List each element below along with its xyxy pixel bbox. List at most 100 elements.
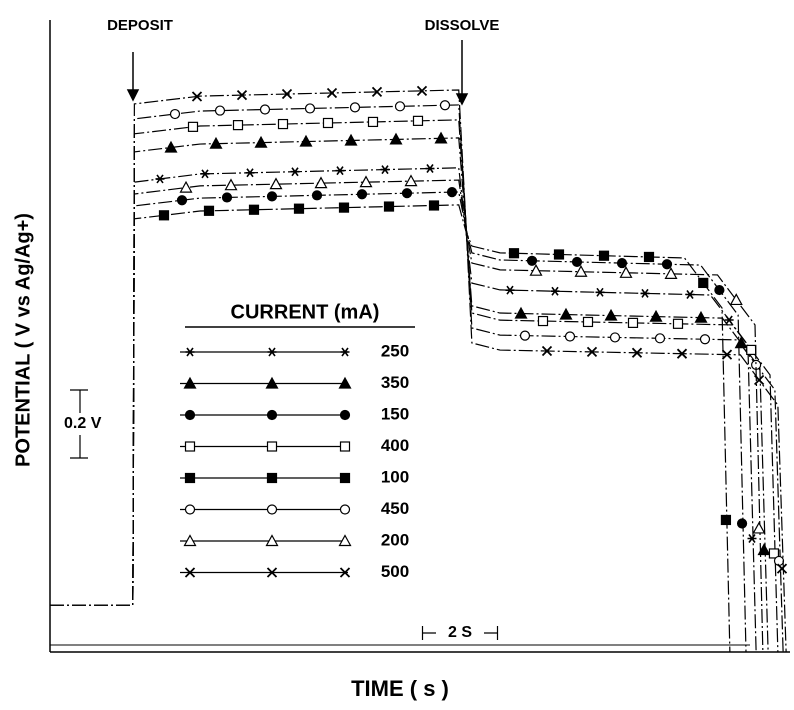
marker xyxy=(582,316,594,328)
marker xyxy=(439,100,451,111)
marker xyxy=(519,330,531,341)
marker xyxy=(232,120,244,131)
marker xyxy=(209,136,223,149)
marker xyxy=(304,103,316,114)
legend-label: 450 xyxy=(381,499,409,518)
marker xyxy=(281,88,293,100)
scale-bar-bg xyxy=(60,413,120,435)
marker xyxy=(553,249,565,260)
marker xyxy=(734,336,748,349)
marker xyxy=(299,134,313,147)
marker xyxy=(259,104,271,115)
marker xyxy=(649,309,663,322)
marker xyxy=(753,374,765,386)
marker xyxy=(699,334,711,345)
marker xyxy=(184,567,196,578)
marker xyxy=(736,518,748,529)
annotation: DEPOSIT xyxy=(107,17,173,34)
marker xyxy=(339,441,351,452)
series: 400 xyxy=(50,115,780,653)
marker xyxy=(184,504,196,515)
marker xyxy=(768,548,780,559)
marker xyxy=(322,117,334,129)
marker xyxy=(203,205,215,216)
marker xyxy=(290,167,300,177)
marker xyxy=(380,165,390,175)
marker xyxy=(685,290,695,299)
marker xyxy=(236,89,248,101)
marker xyxy=(340,347,350,357)
marker xyxy=(571,256,583,268)
x-axis-label: TIME ( s ) xyxy=(351,676,449,701)
series: 350 xyxy=(50,131,771,653)
marker xyxy=(265,534,279,547)
scale-bar-label: 0.2 V xyxy=(64,415,102,432)
marker xyxy=(314,176,328,189)
marker xyxy=(694,310,708,323)
marker xyxy=(184,441,196,452)
marker xyxy=(267,347,277,357)
marker xyxy=(627,317,639,328)
marker xyxy=(428,200,440,211)
marker xyxy=(185,347,195,357)
marker xyxy=(179,180,193,193)
marker xyxy=(371,86,383,98)
marker xyxy=(266,504,278,515)
marker xyxy=(359,175,373,188)
marker xyxy=(183,534,197,547)
y-axis-label: POTENTIAL ( V vs Ag/Ag+) xyxy=(12,213,34,467)
marker xyxy=(616,257,628,269)
marker xyxy=(514,306,528,319)
marker xyxy=(698,277,709,289)
legend-label: 500 xyxy=(381,562,409,581)
arrow-head xyxy=(126,89,140,102)
marker xyxy=(724,315,734,325)
marker xyxy=(266,472,278,484)
marker xyxy=(169,108,181,120)
marker xyxy=(338,534,352,547)
marker xyxy=(248,204,260,215)
scale-bar-label: 2 S xyxy=(448,624,472,641)
marker xyxy=(747,534,757,543)
marker xyxy=(508,248,520,259)
marker xyxy=(335,166,345,176)
scale-bar-bg xyxy=(436,622,484,644)
marker xyxy=(434,131,448,144)
marker xyxy=(654,333,666,344)
marker xyxy=(412,115,424,126)
marker xyxy=(425,164,435,173)
legend-label: 100 xyxy=(381,467,409,486)
marker xyxy=(339,409,351,421)
marker xyxy=(254,135,268,148)
legend-label: 250 xyxy=(381,341,409,360)
marker xyxy=(757,543,771,556)
marker xyxy=(200,169,210,179)
marker xyxy=(176,195,188,206)
legend-label: 350 xyxy=(381,373,409,392)
marker xyxy=(526,255,538,266)
marker xyxy=(541,345,553,357)
marker xyxy=(311,190,323,201)
marker xyxy=(394,101,406,112)
marker xyxy=(446,187,458,198)
marker xyxy=(574,264,588,277)
legend-label: 400 xyxy=(381,436,409,455)
marker xyxy=(344,133,358,146)
marker xyxy=(339,504,351,515)
marker xyxy=(187,121,199,132)
marker xyxy=(404,174,418,187)
marker xyxy=(265,376,279,389)
marker xyxy=(191,91,203,102)
marker xyxy=(269,177,283,190)
marker xyxy=(164,140,178,153)
marker xyxy=(389,132,403,145)
marker xyxy=(595,287,605,297)
series: 500 xyxy=(50,85,788,653)
legend-title: CURRENT (mA) xyxy=(231,301,380,323)
marker xyxy=(266,191,278,202)
marker xyxy=(664,267,678,279)
marker xyxy=(224,178,238,191)
marker xyxy=(619,266,633,278)
